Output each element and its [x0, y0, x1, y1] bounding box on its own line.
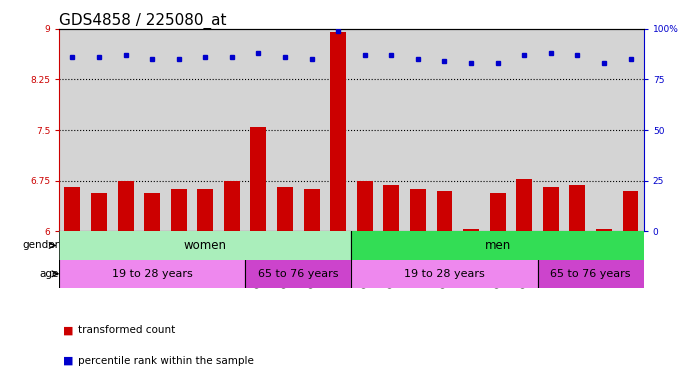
Bar: [166, 29, 192, 231]
Bar: [59, 29, 86, 231]
Bar: [357, 181, 373, 231]
Bar: [617, 29, 644, 231]
Bar: [59, 260, 245, 288]
Bar: [65, 187, 81, 231]
Text: age: age: [40, 269, 59, 279]
Text: ■: ■: [63, 325, 73, 335]
Text: 65 to 76 years: 65 to 76 years: [551, 269, 631, 279]
Bar: [351, 29, 378, 231]
Bar: [245, 29, 271, 231]
Text: ■: ■: [63, 356, 73, 366]
Bar: [351, 231, 644, 260]
Text: percentile rank within the sample: percentile rank within the sample: [78, 356, 254, 366]
Bar: [596, 229, 612, 231]
Bar: [198, 189, 213, 231]
Bar: [139, 29, 166, 231]
Bar: [351, 260, 537, 288]
Bar: [303, 189, 319, 231]
Bar: [277, 187, 293, 231]
Bar: [299, 29, 325, 231]
Bar: [516, 179, 532, 231]
Bar: [219, 29, 245, 231]
Text: 19 to 28 years: 19 to 28 years: [404, 269, 485, 279]
Bar: [118, 181, 134, 231]
Bar: [378, 29, 404, 231]
Bar: [325, 29, 351, 231]
Bar: [484, 29, 511, 231]
Bar: [537, 260, 644, 288]
Text: women: women: [184, 239, 227, 252]
Bar: [271, 29, 299, 231]
Bar: [569, 185, 585, 231]
Bar: [245, 260, 351, 288]
Bar: [86, 29, 112, 231]
Bar: [591, 29, 617, 231]
Bar: [144, 193, 160, 231]
Text: 65 to 76 years: 65 to 76 years: [258, 269, 338, 279]
Bar: [59, 231, 351, 260]
Text: gender: gender: [22, 240, 59, 250]
Bar: [91, 193, 107, 231]
Bar: [564, 29, 591, 231]
Bar: [543, 187, 559, 231]
Bar: [537, 29, 564, 231]
Bar: [224, 181, 240, 231]
Bar: [410, 189, 426, 231]
Bar: [436, 191, 452, 231]
Bar: [251, 127, 267, 231]
Bar: [490, 193, 505, 231]
Bar: [330, 32, 346, 231]
Bar: [511, 29, 537, 231]
Bar: [432, 29, 458, 231]
Text: GDS4858 / 225080_at: GDS4858 / 225080_at: [59, 13, 227, 29]
Bar: [112, 29, 139, 231]
Bar: [622, 191, 638, 231]
Bar: [383, 185, 400, 231]
Bar: [463, 229, 479, 231]
Bar: [171, 189, 187, 231]
Text: 19 to 28 years: 19 to 28 years: [112, 269, 193, 279]
Text: men: men: [484, 239, 511, 252]
Text: transformed count: transformed count: [78, 325, 175, 335]
Bar: [404, 29, 432, 231]
Bar: [458, 29, 484, 231]
Bar: [192, 29, 219, 231]
